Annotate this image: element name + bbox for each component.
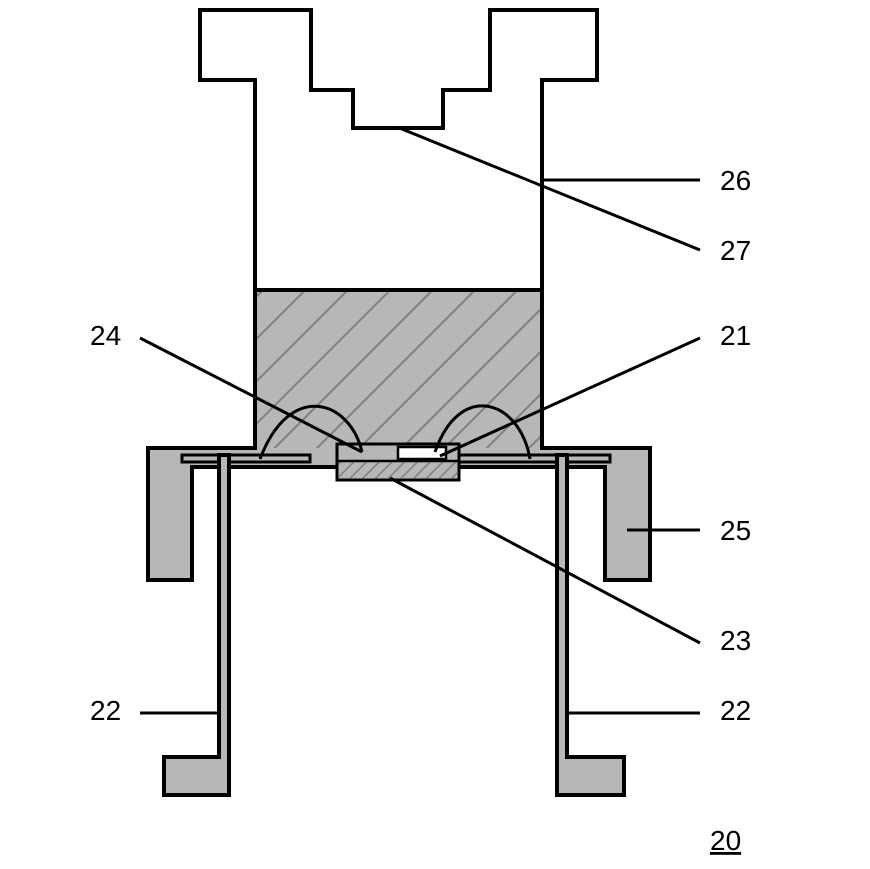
figure-number: 20 xyxy=(710,825,741,856)
label-27: 27 xyxy=(720,235,751,266)
main-body-hatch xyxy=(257,292,540,448)
left-lead-top xyxy=(182,455,310,462)
label-22-left: 22 xyxy=(90,695,121,726)
label-21: 21 xyxy=(720,320,751,351)
label-23: 23 xyxy=(720,625,751,656)
leader-23 xyxy=(390,478,700,643)
diagram-svg: 26 27 24 21 25 23 22 22 20 xyxy=(0,0,870,869)
chip-window xyxy=(398,447,446,459)
label-25: 25 xyxy=(720,515,751,546)
chip-hatch xyxy=(339,462,457,478)
right-lead-top xyxy=(454,455,610,462)
label-22-right: 22 xyxy=(720,695,751,726)
label-26: 26 xyxy=(720,165,751,196)
upper-block xyxy=(200,10,597,290)
label-24: 24 xyxy=(90,320,121,351)
